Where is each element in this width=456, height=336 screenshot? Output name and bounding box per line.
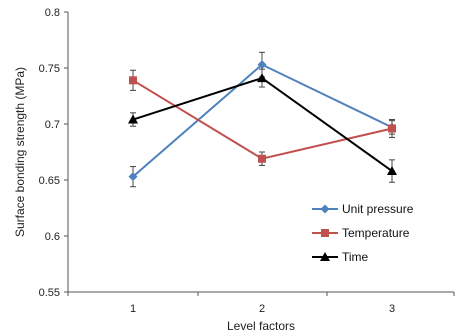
y-tick-label: 0.75 [39, 63, 60, 75]
y-axis-title: Surface bonding strength (MPa) [13, 67, 27, 237]
data-point-time [128, 114, 138, 124]
data-point-time [387, 166, 397, 176]
x-tick-label: 1 [130, 303, 136, 315]
data-point-temperature [258, 154, 266, 163]
y-ticks: 0.55 0.6 0.65 0.7 0.75 0.8 [39, 7, 68, 299]
axes [67, 12, 454, 293]
legend-label: Temperature [342, 226, 410, 240]
series-layer [128, 51, 397, 188]
legend-item-time: Time [312, 250, 369, 264]
legend-item-unit-pressure: Unit pressure [312, 202, 414, 216]
data-point-unit-pressure [257, 60, 267, 70]
data-point-temperature [129, 76, 137, 85]
data-point-unit-pressure [128, 172, 138, 182]
legend-marker-temperature [321, 229, 329, 237]
legend-item-temperature: Temperature [312, 226, 410, 240]
data-point-temperature [388, 124, 396, 133]
legend-label: Time [342, 250, 369, 264]
x-axis-title: Level factors [227, 319, 295, 333]
y-tick-label: 0.6 [45, 231, 60, 243]
y-tick-label: 0.7 [45, 119, 60, 131]
y-tick-label: 0.8 [45, 7, 60, 19]
series-time [128, 68, 397, 183]
x-ticks: 1 2 3 [67, 292, 455, 315]
legend-label: Unit pressure [342, 202, 414, 216]
x-tick-label: 3 [389, 303, 395, 315]
legend-marker-time [320, 252, 330, 261]
x-tick-label: 2 [259, 303, 265, 315]
y-tick-label: 0.65 [39, 175, 60, 187]
legend: Unit pressure Temperature Time [312, 202, 414, 264]
data-point-time [257, 73, 267, 83]
legend-marker-unit-pressure [320, 204, 330, 214]
series-line-temperature [132, 79, 393, 160]
y-tick-label: 0.55 [39, 287, 60, 299]
